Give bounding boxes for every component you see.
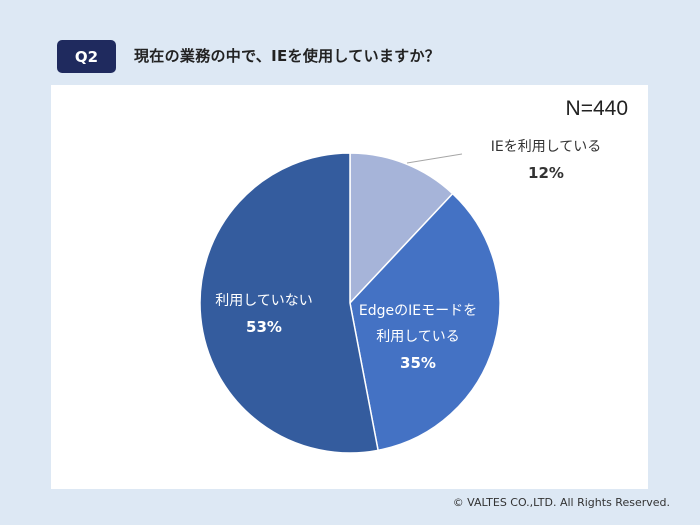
pie-slice-ie (349, 152, 454, 305)
slice-label-text: 利用している (376, 329, 460, 345)
pie-chart (199, 152, 501, 454)
chart-card: N=440 IEを利用している 12% EdgeのIEモードを 利用している 3… (51, 85, 648, 489)
slice-label-text: IEを利用している (490, 139, 602, 155)
question-badge: Q2 (57, 40, 116, 73)
pie-slice-not-used (199, 152, 379, 454)
sample-size-label: N=440 (565, 97, 628, 120)
slice-label-not-used: 利用していない 53% (199, 288, 329, 340)
slice-percent: 35% (400, 354, 436, 372)
slice-label-edge: EdgeのIEモードを 利用している 35% (343, 298, 493, 376)
slice-label-text: 利用していない (215, 293, 313, 309)
slice-percent: 12% (528, 164, 564, 182)
slice-label-ie: IEを利用している 12% (471, 134, 621, 186)
copyright-text: © VALTES CO.,LTD. All Rights Reserved. (452, 496, 670, 509)
leader-line (406, 153, 463, 164)
question-title: 現在の業務の中で、IEを使用していますか？ (134, 47, 441, 65)
slice-percent: 53% (246, 318, 282, 336)
pie-slice-edge (349, 192, 501, 452)
slice-label-text: EdgeのIEモードを (358, 303, 478, 319)
